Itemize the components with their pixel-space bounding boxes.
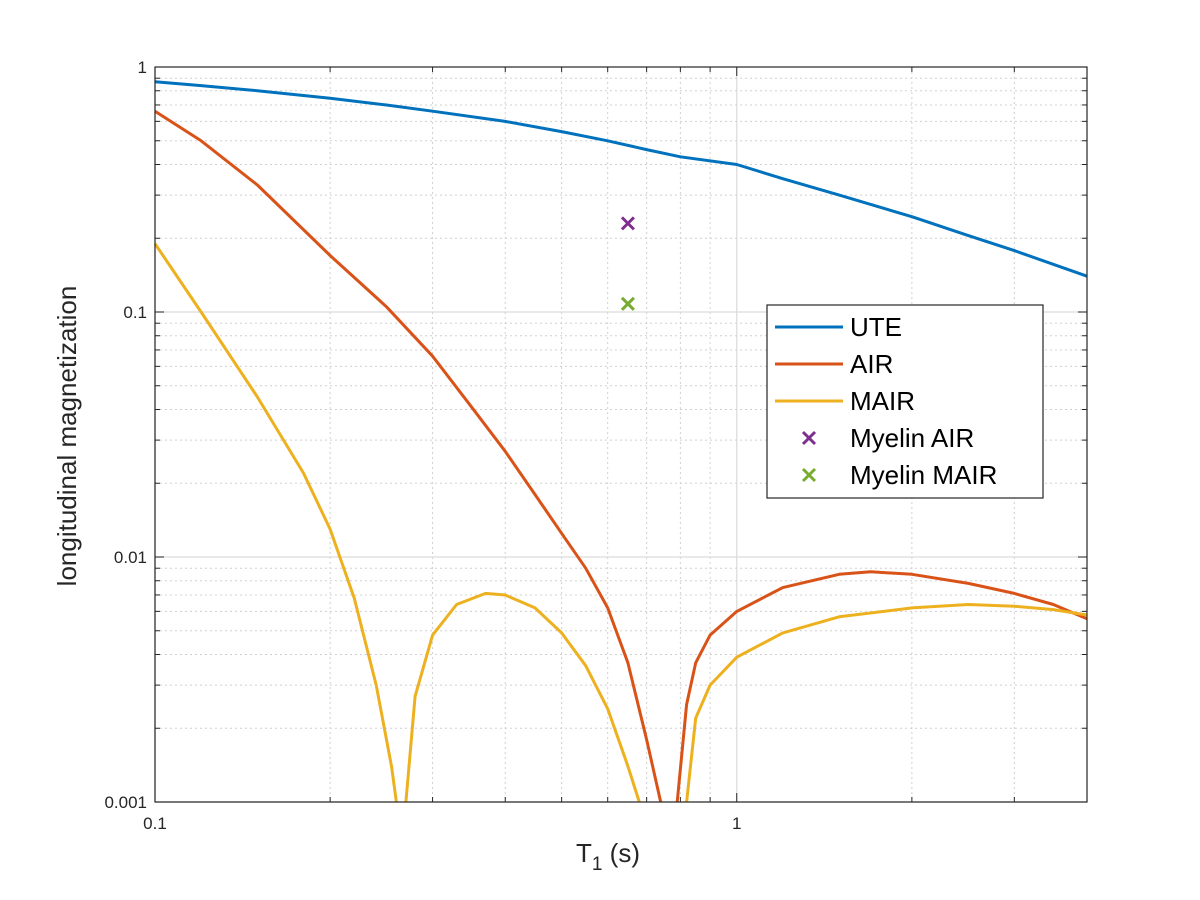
legend-label-ute: UTE [850,312,902,342]
plot-series [153,80,1088,803]
legend-label-myelin-air: Myelin AIR [850,423,974,453]
legend-swatch-myelin-air [801,430,817,446]
axis-labels: T1 (s) longitudinal magnetization [52,286,640,875]
legend-label-air: AIR [850,349,893,379]
x-axis-label-subscript: 1 [592,854,603,875]
ute-series-line [154,80,1088,278]
mair-series-line [685,603,1088,803]
y-tick-label: 0.01 [114,548,147,567]
air-series-line [675,570,1088,803]
air-series-line [154,109,663,803]
myelin-mair-marker [620,296,635,311]
legend-swatch-myelin-mair [801,467,817,483]
plot-frame [154,66,1088,803]
y-tick-label: 0.001 [104,793,147,812]
x-axis-label-unit: (s) [602,838,640,868]
legend: UTE AIR MAIR Myelin AIR Myelin MAIR [766,304,1044,499]
legend-label-mair: MAIR [850,386,915,416]
y-axis-label: longitudinal magnetization [52,286,82,587]
x-axis-label-main: T [576,838,592,868]
x-tick-label: 0.1 [143,814,167,833]
mair-series-line [153,242,398,803]
mair-series-line [404,591,641,803]
myelin-air-marker [620,216,635,231]
axis-ticks: 0.1 1 0.001 0.01 0.1 1 [104,58,1088,833]
x-axis-label: T1 (s) [576,838,640,875]
y-tick-label: 1 [138,58,147,77]
legend-label-myelin-mair: Myelin MAIR [850,460,997,490]
y-tick-label: 0.1 [123,303,147,322]
x-tick-label: 1 [732,814,741,833]
